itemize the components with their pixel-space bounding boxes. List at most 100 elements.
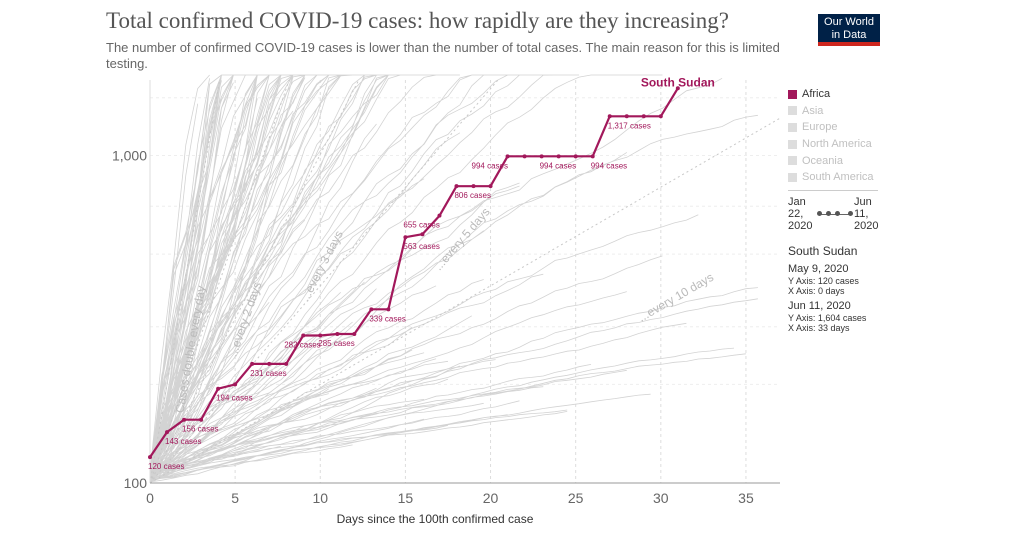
series-point [233, 382, 238, 387]
series-point [658, 114, 663, 119]
series-point [199, 417, 204, 422]
info-end-y: Y Axis: 1,604 cases [788, 313, 867, 323]
legend-label: South America [802, 171, 874, 184]
x-axis-title: Days since the 100th confirmed case [337, 512, 534, 526]
info-start-date: May 9, 2020 [788, 263, 849, 275]
data-label: 194 cases [216, 394, 252, 403]
series-point [573, 154, 578, 159]
series-point [335, 332, 340, 337]
legend-item-north-america[interactable]: North America [788, 136, 898, 153]
series-point [607, 114, 612, 119]
series-point [284, 361, 289, 366]
doubling-line [149, 79, 360, 484]
time-slider-start-label: Jan 22, 2020 [788, 196, 813, 232]
hover-info-panel: South Sudan May 9, 2020 Y Axis: 120 case… [788, 244, 898, 337]
legend-swatch [788, 156, 797, 166]
y-tick-label: 1,000 [112, 147, 147, 163]
data-label: 1,317 cases [608, 121, 651, 130]
series-point [471, 184, 476, 189]
legend-label: Oceania [802, 154, 843, 167]
series-point [369, 307, 374, 312]
series-point [505, 154, 510, 159]
legend-label: Europe [802, 121, 838, 134]
chart-subtitle: The number of confirmed COVID-19 cases i… [106, 40, 780, 71]
series-line-south-sudan [149, 87, 679, 458]
info-country: South Sudan [788, 244, 858, 258]
time-slider-start-handle[interactable] [817, 211, 822, 216]
legend-item-asia[interactable]: Asia [788, 103, 898, 120]
doubling-line [149, 79, 221, 484]
series-point [148, 455, 152, 460]
data-label: 563 cases [403, 242, 439, 251]
logo-line2: in Data [831, 29, 867, 41]
legend-divider [788, 190, 878, 191]
series-point [165, 430, 170, 435]
x-tick-label: 35 [738, 490, 754, 506]
background-country-lines-path [149, 74, 758, 484]
data-label: 994 cases [472, 161, 508, 170]
series-point [318, 333, 323, 338]
x-tick-label: 10 [312, 490, 328, 506]
legend-item-africa[interactable]: Africa [788, 86, 898, 103]
logo-line1: Our World [824, 16, 874, 28]
series-point [556, 154, 561, 159]
series-point [641, 114, 646, 119]
series-point [590, 154, 595, 159]
data-label: 655 cases [403, 221, 439, 230]
legend-swatch [788, 139, 797, 149]
legend-label: North America [802, 138, 872, 151]
series-point [488, 184, 493, 189]
series-point [437, 213, 442, 218]
time-slider-dot [826, 211, 831, 216]
data-label: 339 cases [369, 314, 405, 323]
time-slider-dot [835, 211, 840, 216]
series-point [522, 154, 527, 159]
x-tick-label: 5 [231, 490, 239, 506]
info-end-block: Jun 11, 2020 Y Axis: 1,604 cases X Axis:… [788, 300, 898, 333]
series-point [454, 184, 459, 189]
data-label: 994 cases [591, 161, 627, 170]
time-slider-end-label: Jun 11, 2020 [854, 196, 879, 232]
data-label: 120 cases [148, 462, 184, 471]
series-point [250, 361, 255, 366]
legend-swatch [788, 106, 797, 116]
legend-label: Africa [802, 88, 831, 101]
legend-label: Asia [802, 104, 824, 117]
legend-item-europe[interactable]: Europe [788, 119, 898, 136]
y-tick-label: 100 [124, 475, 148, 491]
info-end-x: X Axis: 33 days [788, 323, 850, 333]
series-point [182, 417, 187, 422]
info-start-block: May 9, 2020 Y Axis: 120 cases X Axis: 0 … [788, 263, 898, 296]
legend-swatch [788, 89, 797, 99]
background-country-lines [149, 74, 758, 484]
doubling-line [149, 79, 290, 484]
chart-grid [150, 80, 780, 483]
info-start-x: X Axis: 0 days [788, 286, 845, 296]
x-tick-label: 30 [653, 490, 669, 506]
owid-logo[interactable]: Our World in Data [818, 14, 880, 46]
time-slider-end-handle[interactable] [848, 211, 853, 216]
series-point [675, 86, 680, 91]
info-start-y: Y Axis: 120 cases [788, 276, 859, 286]
highlighted-series: 120 cases 143 cases 156 cases 194 cases 231 … [148, 75, 715, 471]
data-label: 994 cases [540, 161, 576, 170]
series-point [267, 361, 272, 366]
data-label: 156 cases [182, 425, 218, 434]
info-end-date: Jun 11, 2020 [788, 300, 851, 312]
legend-item-south-america[interactable]: South America [788, 169, 898, 186]
legend-swatch [788, 122, 797, 132]
x-tick-label: 25 [568, 490, 584, 506]
legend-item-oceania[interactable]: Oceania [788, 152, 898, 169]
data-label: 806 cases [454, 191, 490, 200]
doubling-line-label: ...every 10 days [636, 270, 716, 325]
series-point [420, 232, 425, 237]
series-point [301, 333, 306, 338]
series-point [624, 114, 629, 119]
series-point [539, 154, 544, 159]
time-slider[interactable]: Jan 22, 2020 Jun 11, 2020 [788, 196, 898, 240]
data-label: 231 cases [250, 369, 286, 378]
chart-title: Total confirmed COVID-19 cases: how rapi… [106, 8, 730, 33]
data-label: 143 cases [165, 437, 201, 446]
legend-swatch [788, 172, 797, 182]
